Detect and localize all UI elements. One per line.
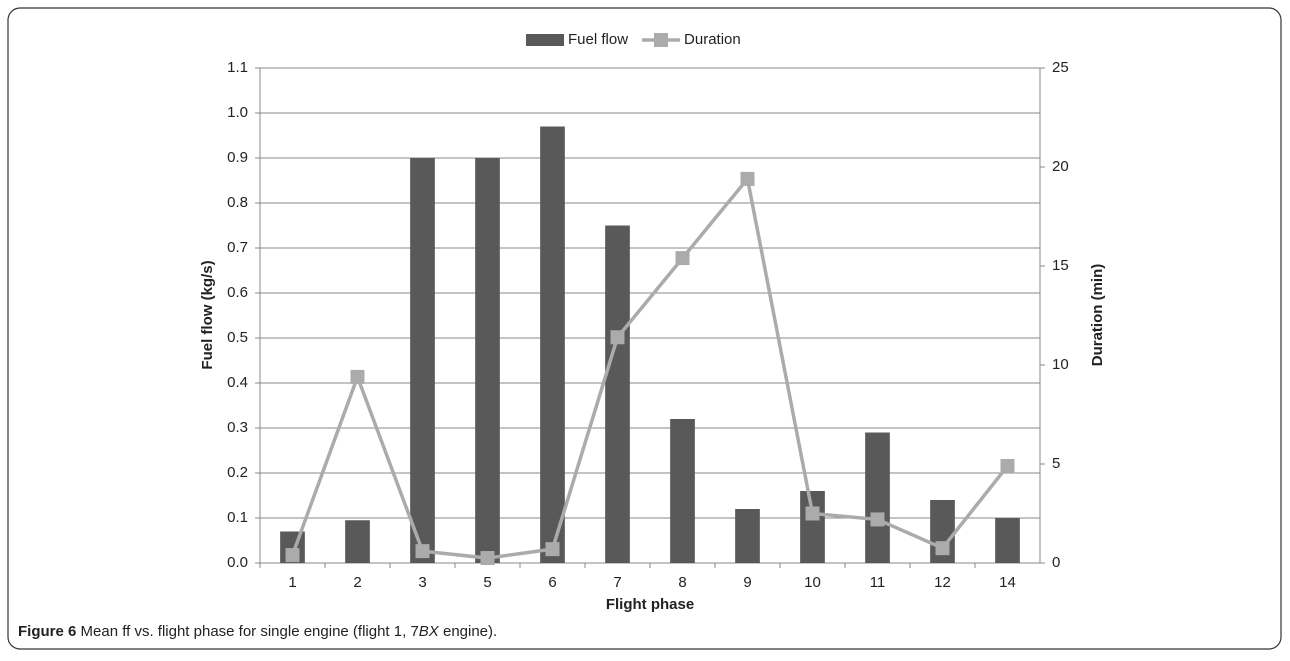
y-tick-label: 0.5 bbox=[227, 329, 248, 346]
y-axis-label: Fuel flow (kg/s) bbox=[199, 260, 216, 369]
bar bbox=[800, 491, 825, 563]
x-tick-label: 12 bbox=[934, 574, 951, 591]
line-marker bbox=[935, 541, 950, 556]
line-marker bbox=[545, 542, 560, 557]
line-marker bbox=[350, 369, 365, 384]
bar bbox=[475, 158, 500, 563]
bar bbox=[995, 518, 1020, 563]
line-marker bbox=[480, 551, 495, 566]
caption-text: Mean ff vs. flight phase for single engi… bbox=[81, 623, 419, 640]
x-tick-label: 3 bbox=[418, 574, 426, 591]
line-marker bbox=[610, 330, 625, 345]
legend-swatch bbox=[526, 34, 564, 46]
line-marker bbox=[675, 251, 690, 266]
y-tick-label: 0.8 bbox=[227, 194, 248, 211]
legend-label: Fuel flow bbox=[568, 31, 628, 48]
y-tick-label: 0.4 bbox=[227, 374, 248, 391]
y2-tick-label: 20 bbox=[1052, 158, 1069, 175]
x-axis-label: Flight phase bbox=[606, 596, 694, 613]
y-tick-label: 0.6 bbox=[227, 284, 248, 301]
bar bbox=[865, 432, 890, 563]
bar bbox=[540, 126, 565, 563]
x-tick-label: 10 bbox=[804, 574, 821, 591]
line-marker bbox=[805, 506, 820, 521]
y2-tick-label: 25 bbox=[1052, 59, 1069, 76]
y-tick-label: 0.3 bbox=[227, 419, 248, 436]
y-tick-label: 0.0 bbox=[227, 554, 248, 571]
y2-tick-label: 15 bbox=[1052, 257, 1069, 274]
x-tick-label: 11 bbox=[870, 574, 886, 591]
y-tick-label: 0.7 bbox=[227, 239, 248, 256]
x-tick-label: 1 bbox=[288, 574, 296, 591]
y-tick-label: 1.1 bbox=[227, 59, 248, 76]
y2-tick-label: 10 bbox=[1052, 356, 1069, 373]
bar bbox=[410, 158, 435, 563]
line bbox=[290, 174, 1009, 560]
caption: Figure 6 Mean ff vs. flight phase for si… bbox=[18, 623, 497, 640]
line-marker bbox=[740, 171, 755, 186]
x-tick-label: 5 bbox=[483, 574, 491, 591]
caption-text: engine). bbox=[439, 623, 497, 640]
x-tick-label: 14 bbox=[999, 574, 1016, 591]
bar bbox=[605, 225, 630, 563]
frame bbox=[7, 7, 1282, 650]
bar bbox=[735, 509, 760, 563]
y-tick-label: 0.2 bbox=[227, 464, 248, 481]
y2-tick-label: 5 bbox=[1052, 455, 1060, 472]
bar bbox=[345, 520, 370, 563]
y-tick-label: 1.0 bbox=[227, 104, 248, 121]
x-tick-label: 7 bbox=[613, 574, 621, 591]
y2-axis-label: Duration (min) bbox=[1089, 264, 1106, 367]
line-marker bbox=[870, 512, 885, 527]
bar bbox=[670, 419, 695, 563]
x-tick-label: 9 bbox=[743, 574, 751, 591]
x-tick-label: 6 bbox=[548, 574, 556, 591]
y-tick-label: 0.1 bbox=[227, 509, 248, 526]
legend-label: Duration bbox=[684, 31, 741, 48]
legend-swatch bbox=[654, 33, 669, 47]
y-tick-label: 0.9 bbox=[227, 149, 248, 166]
line-marker bbox=[285, 548, 300, 563]
line-marker bbox=[415, 544, 430, 559]
x-tick-label: 2 bbox=[353, 574, 361, 591]
line-marker bbox=[1000, 458, 1015, 473]
caption-text: BX bbox=[419, 623, 440, 640]
y2-tick-label: 0 bbox=[1052, 554, 1060, 571]
x-tick-label: 8 bbox=[678, 574, 686, 591]
caption-label: Figure 6 bbox=[18, 623, 76, 640]
